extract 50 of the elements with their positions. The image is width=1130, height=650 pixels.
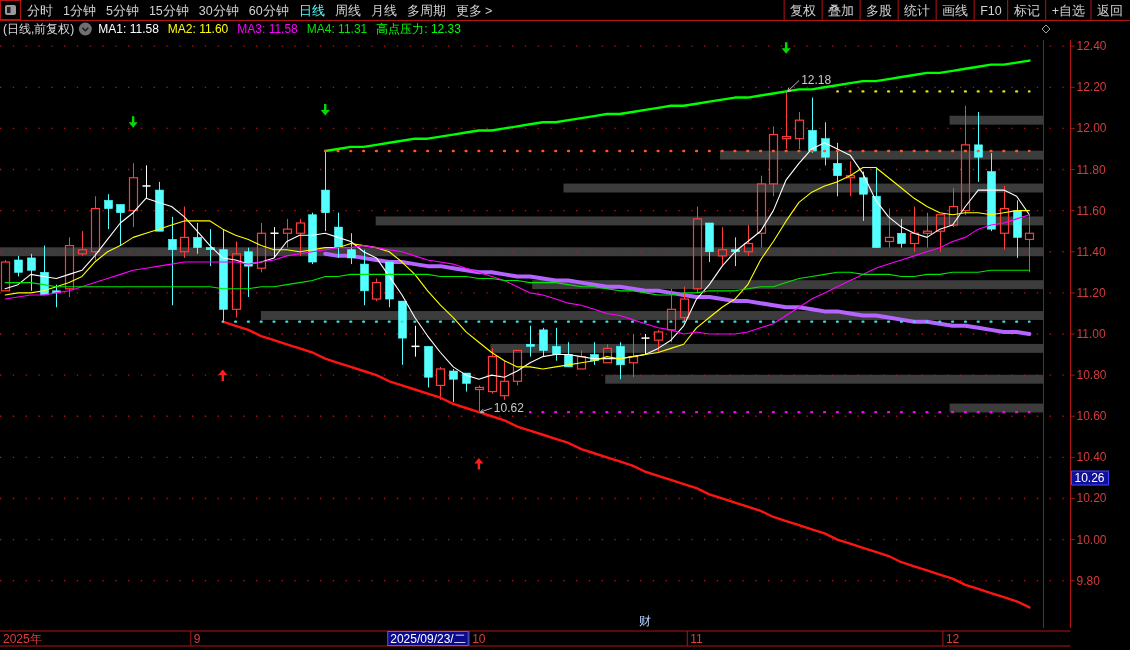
annotation: 财	[639, 614, 652, 628]
text: 10.26	[1074, 471, 1105, 485]
y-tick-label: 11.60	[1076, 203, 1106, 218]
text: MA3: 11.58	[237, 22, 299, 36]
y-tick-label: 10.60	[1076, 409, 1107, 424]
y-tick-label: 12.40	[1076, 39, 1107, 54]
x-tick-label: 12	[945, 632, 960, 646]
text: 多股	[866, 3, 893, 18]
text: +自选	[1051, 3, 1085, 18]
text: MA1: 11.58	[98, 22, 160, 36]
y-tick-label: 11.00	[1076, 327, 1106, 341]
text: 周线	[334, 3, 361, 18]
text: MA2: 11.60	[167, 22, 229, 36]
y-tick-label: 11.40	[1076, 244, 1106, 259]
y-tick-label: 9.80	[1076, 573, 1101, 588]
y-tick-label: 11.20	[1076, 285, 1106, 300]
text: 5分钟	[105, 3, 139, 18]
text: MA4: 11.31	[306, 22, 368, 36]
text: 高点压力: 12.33	[376, 22, 462, 36]
y-tick-label: 10.00	[1076, 532, 1107, 547]
text: 画线	[942, 3, 969, 18]
text: 30分钟	[198, 3, 239, 18]
text: 叠加	[828, 3, 855, 18]
text: F10	[980, 3, 1002, 18]
y-tick-label: 10.20	[1076, 491, 1107, 506]
text: 2025/09/23/二	[390, 632, 466, 646]
x-tick-label: 11	[690, 632, 704, 646]
chart-title: (日线,前复权)	[3, 22, 75, 36]
text: 标记	[1012, 3, 1040, 18]
y-tick-label: 12.20	[1076, 80, 1107, 95]
text: 多周期	[406, 3, 446, 18]
text: 分时	[27, 3, 53, 18]
text: 2025年	[3, 632, 42, 646]
x-tick-label: 9	[193, 632, 201, 646]
text: 更多 >	[455, 3, 493, 18]
text: 复权	[790, 3, 817, 18]
text: 15分钟	[148, 3, 189, 18]
x-tick-label: 10	[472, 632, 486, 646]
text: 60分钟	[248, 3, 289, 18]
text: 1分钟	[63, 3, 96, 18]
y-tick-label: 10.40	[1076, 450, 1107, 465]
y-tick-label: 10.80	[1076, 368, 1107, 383]
text: 返回	[1097, 3, 1123, 18]
y-tick-label: 12.00	[1076, 121, 1107, 136]
text: 10.62	[493, 401, 524, 416]
text: 日线	[298, 3, 325, 18]
text: 统计	[904, 3, 931, 18]
text: 12.18	[801, 73, 832, 88]
y-tick-label: 11.80	[1076, 162, 1106, 177]
text: 月线	[370, 3, 397, 18]
